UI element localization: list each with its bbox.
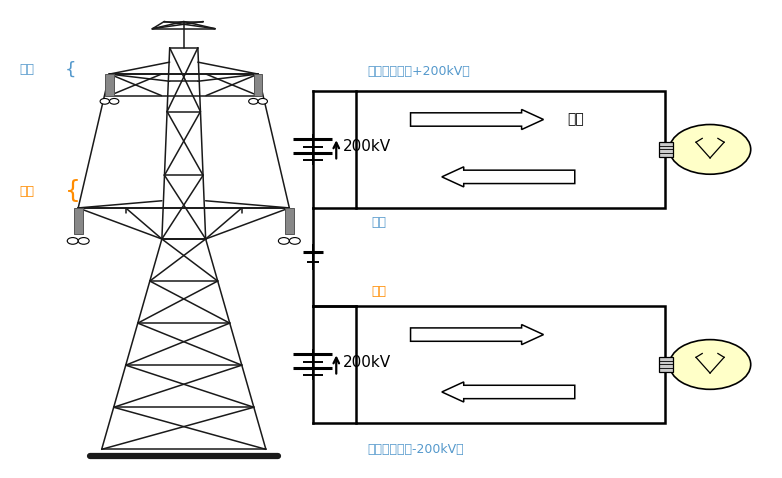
Circle shape [67, 238, 78, 244]
FancyArrow shape [442, 167, 575, 187]
Text: 200kV: 200kV [343, 140, 391, 154]
Circle shape [249, 98, 258, 104]
Bar [659, 142, 673, 157]
Circle shape [258, 98, 267, 104]
Text: 本線（正極：+200kV）: 本線（正極：+200kV） [368, 65, 470, 78]
FancyArrow shape [411, 109, 543, 130]
Text: {: { [65, 60, 77, 78]
Text: 電流: 電流 [567, 112, 583, 127]
Circle shape [278, 238, 289, 244]
Bar [74, 208, 82, 234]
FancyArrow shape [442, 382, 575, 402]
Bar [253, 74, 263, 96]
Circle shape [289, 238, 300, 244]
Circle shape [669, 339, 751, 389]
Circle shape [109, 98, 119, 104]
Text: 帰線: 帰線 [371, 285, 386, 298]
Text: 本線（負極：-200kV）: 本線（負極：-200kV） [368, 443, 465, 456]
Circle shape [669, 125, 751, 174]
Bar [285, 208, 294, 234]
Text: 帰線: 帰線 [20, 63, 34, 76]
Bar [356, 306, 665, 423]
Text: 帰線: 帰線 [371, 216, 386, 229]
Circle shape [78, 238, 89, 244]
Text: 本線: 本線 [20, 185, 34, 198]
Bar [356, 91, 665, 208]
Bar [105, 74, 114, 96]
FancyArrow shape [411, 325, 543, 345]
Bar [659, 357, 673, 372]
Circle shape [100, 98, 109, 104]
Text: {: { [65, 179, 81, 203]
Text: 200kV: 200kV [343, 355, 391, 369]
